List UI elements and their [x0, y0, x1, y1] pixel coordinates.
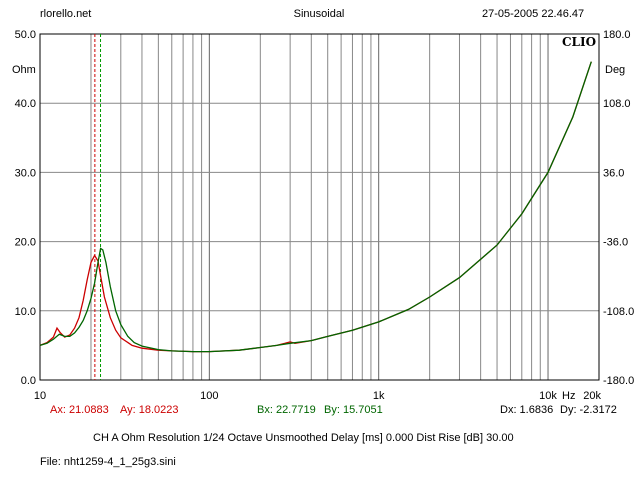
cursor-delta-y: Dy: -2.3172	[560, 404, 617, 416]
cursor-b-x: Bx: 22.7719	[257, 404, 316, 416]
site-label: rlorello.net	[40, 8, 92, 20]
x-tick-2: 1k	[373, 390, 385, 402]
cursor-b-y: By: 15.7051	[324, 404, 383, 416]
x-tick-4: 20k	[583, 390, 601, 402]
y-tick-right-3: -36.0	[603, 237, 628, 249]
y-tick-left-0: 50.0	[15, 29, 36, 41]
mode-label: Sinusoidal	[293, 8, 345, 20]
y-tick-left-4: 10.0	[15, 306, 36, 318]
x-tick-3: 10k	[539, 390, 557, 402]
file-label: File: nht1259-4_1_25g3.sini	[40, 456, 176, 468]
x-unit-label: Hz	[562, 390, 575, 402]
y-tick-right-0: 180.0	[603, 29, 631, 41]
series-line-1	[39, 61, 592, 353]
cursor-a-x: Ax: 21.0883	[50, 404, 109, 416]
datetime-label: 27-05-2005 22.46.47	[482, 8, 585, 20]
y-tick-right-5: -180.0	[603, 375, 634, 387]
y-tick-left-5: 0.0	[21, 375, 36, 387]
cursor-delta-x: Dx: 1.6836	[500, 404, 554, 416]
clio-logo: CLIO	[562, 35, 597, 49]
y-tick-right-1: 108.0	[603, 98, 631, 110]
y-tick-left-2: 30.0	[15, 167, 36, 179]
y-tick-left-1: 40.0	[15, 98, 36, 110]
y-tick-right-2: 36.0	[603, 167, 624, 179]
y-label-right: Deg	[605, 64, 625, 76]
x-tick-1: 100	[200, 390, 218, 402]
plot-frame	[39, 33, 600, 381]
y-tick-right-4: -108.0	[603, 306, 634, 318]
y-label-left: Ohm	[12, 64, 36, 76]
series-line-0	[39, 61, 592, 353]
y-tick-left-3: 20.0	[15, 237, 36, 249]
settings-line: CH A Ohm Resolution 1/24 Octave Unsmooth…	[93, 432, 514, 444]
cursor-a-y: Ay: 18.0223	[120, 404, 179, 416]
x-tick-0: 10	[34, 390, 46, 402]
